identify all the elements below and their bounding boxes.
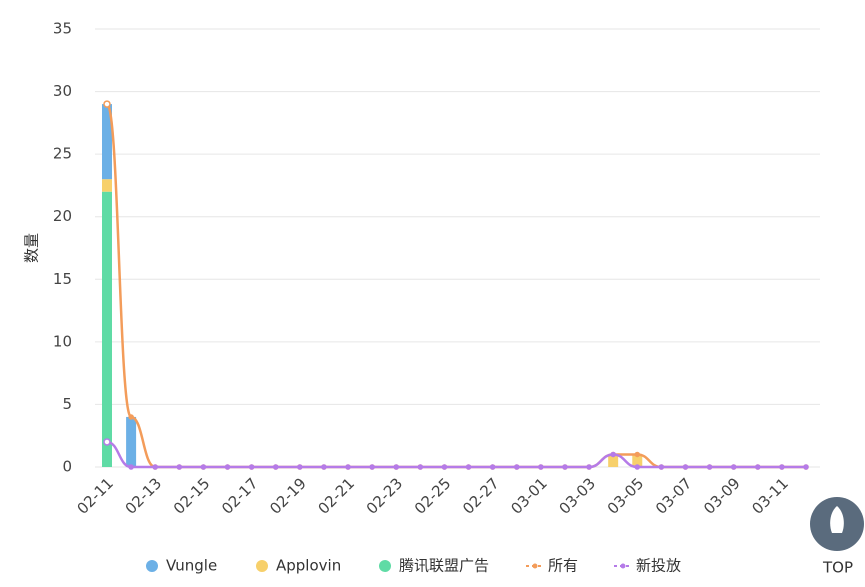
- legend-item[interactable]: 腾讯联盟广告: [379, 557, 489, 575]
- legend-marker: [146, 560, 158, 572]
- line-point: [417, 464, 424, 470]
- line-point: [489, 464, 496, 470]
- top-button[interactable]: TOP: [810, 497, 864, 577]
- rocket: [830, 506, 844, 533]
- x-tick-label: 03-01: [507, 474, 551, 518]
- line-point: [369, 464, 375, 470]
- line-point: [514, 464, 520, 470]
- line-point: [803, 464, 809, 470]
- top-label[interactable]: TOP: [822, 559, 853, 577]
- x-tick-label: 02-27: [459, 474, 503, 518]
- legend-marker: [379, 560, 391, 572]
- y-axis-label: 数量: [23, 233, 41, 263]
- y-tick-label: 20: [53, 207, 72, 225]
- x-tick-label: 03-05: [604, 474, 648, 518]
- line-point: [706, 464, 713, 470]
- line-point: [393, 464, 399, 470]
- x-tick-label: 02-17: [218, 474, 262, 518]
- x-tick-label: 02-23: [363, 474, 407, 518]
- y-tick-label: 30: [53, 82, 72, 100]
- line-point: [610, 451, 616, 458]
- line-point: [345, 464, 351, 470]
- legend-label: 腾讯联盟广告: [399, 557, 489, 575]
- line-point: [128, 464, 134, 470]
- legend-marker: [620, 563, 626, 569]
- bar: [102, 104, 112, 180]
- y-tick-label: 5: [62, 395, 72, 413]
- line-point: [297, 464, 303, 470]
- legend-item[interactable]: Vungle: [146, 557, 217, 575]
- x-tick-label: 03-07: [652, 474, 696, 518]
- line-point: [779, 464, 785, 470]
- bar: [102, 191, 112, 467]
- line-point: [321, 464, 327, 470]
- line-point: [586, 464, 592, 470]
- line-point: [224, 464, 231, 470]
- legend-marker: [256, 560, 268, 572]
- line: [105, 102, 806, 469]
- line-point: [465, 464, 472, 470]
- line-point: [562, 464, 568, 470]
- x-tick-label: 02-11: [73, 474, 117, 518]
- x-tick-label: 03-11: [748, 474, 792, 518]
- line-point: [730, 464, 737, 470]
- legend-item[interactable]: Applovin: [256, 557, 341, 575]
- bar: [608, 454, 619, 467]
- x-tick-label: 02-21: [314, 474, 358, 518]
- x-tick-label: 03-09: [700, 474, 744, 518]
- legend-label: 所有: [548, 557, 578, 575]
- line-point: [248, 464, 255, 470]
- legend-label: Applovin: [276, 557, 341, 575]
- x-tick-label: 02-15: [170, 474, 214, 518]
- line-point: [682, 464, 689, 470]
- line-point: [634, 464, 641, 470]
- legend-label: Vungle: [166, 557, 217, 575]
- line-point: [152, 464, 158, 470]
- line-point: [103, 100, 111, 108]
- y-tick-label: 0: [62, 458, 72, 476]
- line-point: [634, 451, 641, 458]
- line: [106, 440, 806, 469]
- line-point: [200, 464, 207, 470]
- legend-item[interactable]: 新投放: [614, 557, 681, 575]
- line-point: [538, 464, 544, 470]
- x-tick-label: 02-13: [122, 474, 166, 518]
- line-point: [658, 464, 665, 470]
- legend-marker: [532, 563, 538, 569]
- y-tick-label: 15: [53, 270, 72, 288]
- legend-label: 新投放: [636, 557, 681, 575]
- y-tick-label: 25: [53, 145, 72, 163]
- line-point: [176, 464, 183, 470]
- line-point: [272, 464, 279, 470]
- bar: [632, 454, 643, 467]
- x-tick-label: 03-03: [556, 474, 600, 518]
- line-point: [103, 438, 111, 446]
- x-tick-label: 02-19: [266, 474, 310, 518]
- bar: [102, 179, 112, 192]
- bar: [126, 416, 137, 467]
- x-tick-label: 02-25: [411, 474, 455, 518]
- y-tick-label: 10: [53, 332, 72, 350]
- line-point: [755, 464, 761, 470]
- line-point: [441, 464, 448, 470]
- line-point: [128, 414, 134, 420]
- y-tick-label: 35: [53, 20, 72, 38]
- legend-item[interactable]: 所有: [526, 557, 578, 575]
